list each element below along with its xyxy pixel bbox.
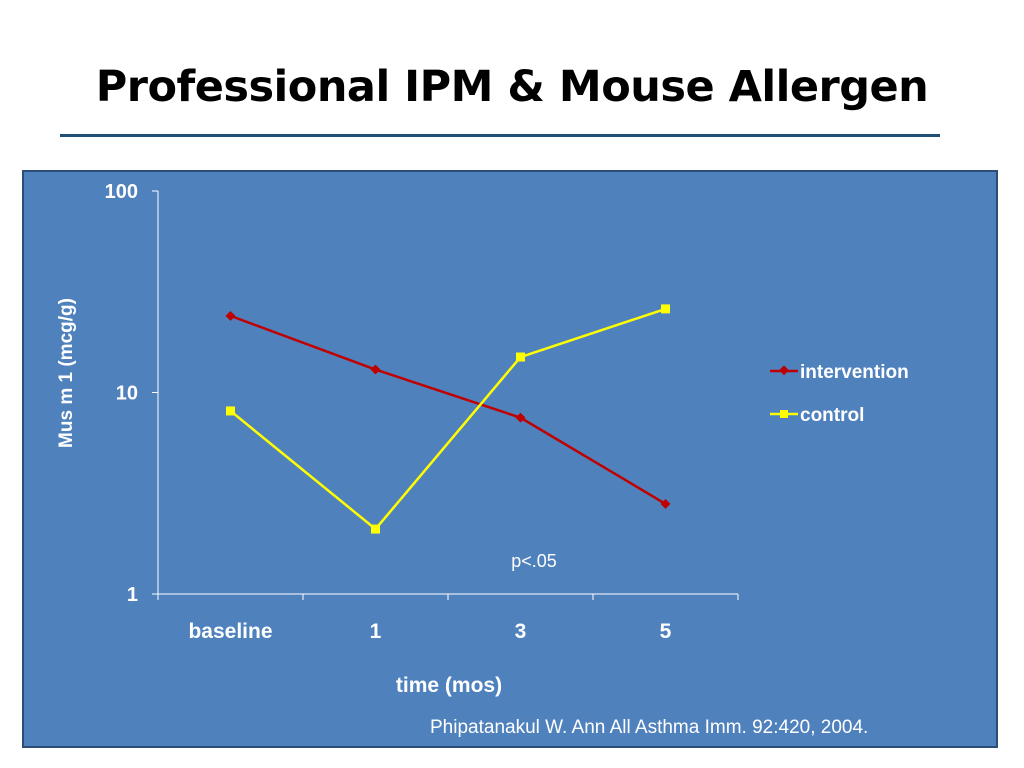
series-line-intervention — [230, 314, 667, 505]
x-tick-label: 1 — [370, 620, 382, 643]
legend-item-control: control — [770, 405, 864, 426]
x-axis-title: time (mos) — [396, 674, 502, 697]
title-divider — [60, 134, 940, 137]
legend-label-intervention: intervention — [800, 362, 909, 383]
source-citation: Phipatanakul W. Ann All Asthma Imm. 92:4… — [430, 717, 869, 738]
data-point-intervention — [225, 310, 236, 321]
legend-item-intervention: intervention — [770, 362, 909, 383]
y-axis-title: Mus m 1 (mcg/g) — [56, 298, 77, 448]
x-tick-label: baseline — [188, 620, 272, 643]
x-tick-label: 5 — [660, 620, 672, 643]
data-point-control — [226, 406, 235, 416]
series-line-control — [229, 307, 666, 531]
significance-annotation: p<.05 — [511, 551, 557, 571]
slide-title: Professional IPM & Mouse Allergen — [95, 62, 929, 112]
data-point-control — [371, 524, 380, 534]
legend-label-control: control — [800, 405, 864, 426]
data-point-control — [661, 304, 670, 314]
data-point-control — [516, 352, 525, 362]
y-tick-label: 10 — [116, 383, 138, 405]
chart-background — [22, 170, 998, 748]
legend: intervention control — [770, 362, 909, 426]
data-point-intervention — [370, 364, 381, 375]
axis-ticks: 1 10 100 baseline 1 3 5 — [105, 181, 739, 643]
data-point-intervention — [515, 412, 526, 423]
x-tick-label: 3 — [515, 620, 527, 643]
series-layer — [225, 304, 671, 534]
data-point-intervention — [660, 498, 671, 509]
y-tick-label: 100 — [105, 181, 138, 203]
y-tick-label: 1 — [127, 584, 138, 606]
